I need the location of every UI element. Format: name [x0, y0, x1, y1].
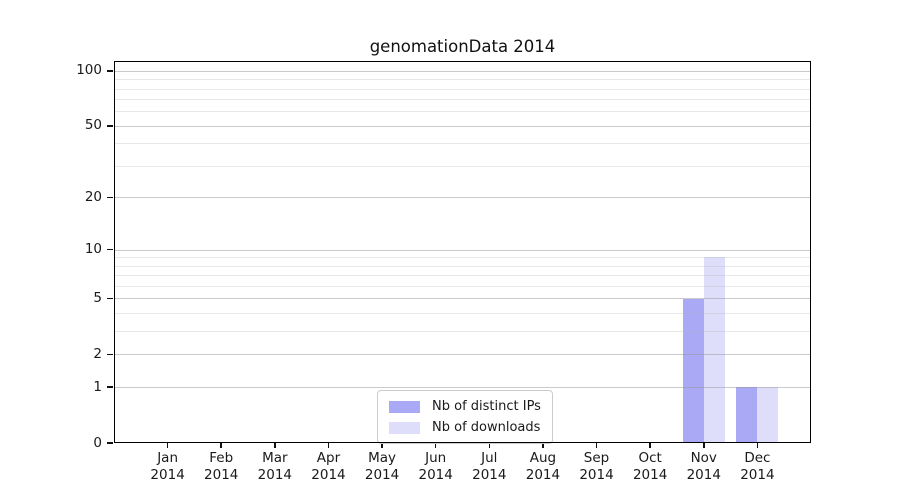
x-axis-tick — [327, 443, 330, 448]
bar-distinct-ips-dec-2014 — [736, 387, 758, 443]
gridline — [114, 99, 811, 101]
gridline — [114, 298, 811, 300]
x-axis-tick — [542, 443, 544, 448]
chart-title: genomationData 2014 — [369, 37, 556, 56]
gridline — [114, 70, 811, 72]
legend-swatch-distinct-ips-icon — [389, 400, 420, 413]
gridline — [114, 286, 811, 288]
y-axis-tick — [107, 125, 113, 127]
x-axis-tick — [595, 443, 598, 448]
legend-swatch-downloads-icon — [389, 421, 420, 434]
x-axis-tick — [649, 443, 651, 448]
x-tick-label: Jun 2014 — [418, 450, 453, 483]
plot-area: Nb of distinct IPs Nb of downloads — [114, 61, 811, 444]
y-tick-label: 10 — [84, 241, 102, 258]
x-tick-label: Jan 2014 — [150, 450, 185, 483]
x-tick-label: Sep 2014 — [579, 450, 614, 483]
x-axis-tick — [702, 443, 705, 448]
gridline — [114, 313, 811, 315]
x-tick-label: Oct 2014 — [632, 450, 668, 483]
gridline — [114, 143, 811, 145]
y-tick-label: 50 — [84, 117, 102, 134]
y-axis-tick — [107, 442, 113, 444]
y-axis-tick — [107, 297, 113, 300]
y-axis-tick — [107, 386, 113, 388]
gridline — [114, 265, 811, 267]
gridline — [114, 197, 811, 199]
x-tick-label: Apr 2014 — [311, 450, 346, 483]
y-tick-label: 0 — [93, 434, 102, 451]
gridline — [114, 166, 811, 168]
x-axis-tick — [166, 443, 169, 448]
x-tick-label: May 2014 — [364, 450, 400, 483]
x-tick-label: Nov 2014 — [686, 450, 721, 483]
legend-label-downloads: Nb of downloads — [432, 420, 541, 435]
gridline — [114, 387, 811, 389]
x-axis-tick — [220, 443, 223, 448]
gridline — [114, 79, 811, 81]
x-axis-tick — [381, 443, 383, 448]
bar-distinct-ips-nov-2014 — [682, 298, 704, 443]
gridline — [114, 257, 811, 259]
x-axis-tick — [434, 443, 437, 448]
x-axis-tick — [488, 443, 491, 448]
gridline — [114, 125, 811, 127]
x-tick-label: Aug 2014 — [525, 450, 561, 483]
y-axis-tick — [107, 69, 113, 72]
y-axis-tick — [107, 248, 113, 251]
gridline — [114, 354, 811, 356]
legend-label-distinct-ips: Nb of distinct IPs — [432, 399, 541, 414]
x-axis-tick — [274, 443, 276, 448]
y-tick-label: 2 — [93, 345, 102, 362]
x-tick-label: Feb 2014 — [204, 450, 239, 483]
y-axis-tick — [107, 353, 113, 356]
bar-downloads-dec-2014 — [757, 387, 779, 443]
gridline — [114, 275, 811, 277]
bar-downloads-nov-2014 — [703, 257, 725, 443]
y-axis-tick — [107, 196, 113, 199]
x-tick-label: Jul 2014 — [472, 450, 507, 483]
gridline — [114, 111, 811, 113]
y-tick-label: 1 — [93, 378, 102, 395]
gridline — [114, 88, 811, 90]
gridline — [114, 331, 811, 333]
x-axis-tick — [756, 443, 759, 448]
y-tick-label: 20 — [84, 188, 102, 205]
legend: Nb of distinct IPs Nb of downloads — [377, 390, 553, 444]
gridline — [114, 249, 811, 251]
legend-item-distinct-ips: Nb of distinct IPs — [389, 399, 541, 414]
y-tick-label: 100 — [76, 62, 102, 79]
x-tick-label: Mar 2014 — [257, 450, 293, 483]
legend-item-downloads: Nb of downloads — [389, 420, 541, 435]
y-tick-label: 5 — [93, 289, 102, 306]
x-tick-label: Dec 2014 — [740, 450, 775, 483]
